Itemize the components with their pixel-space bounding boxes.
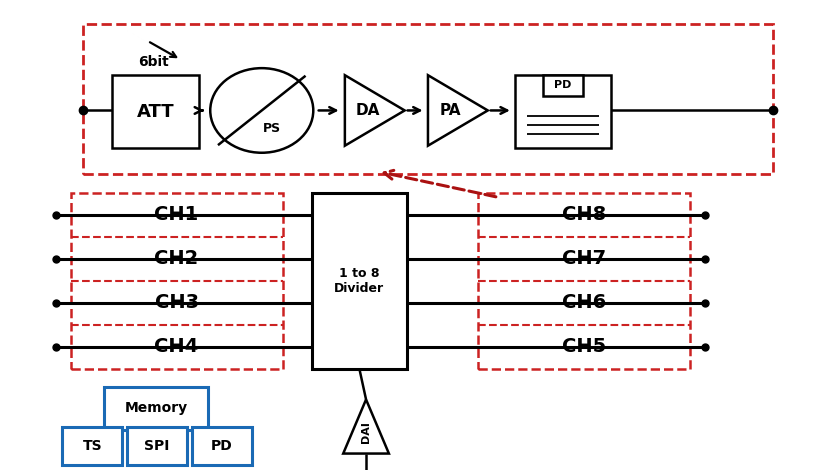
Text: SPI: SPI [145, 439, 170, 453]
Bar [83, 24, 773, 174]
Bar [127, 427, 187, 465]
Text: 6bit: 6bit [138, 55, 169, 69]
Text: 1 to 8
Divider: 1 to 8 Divider [334, 267, 385, 295]
Text: ATT: ATT [137, 102, 175, 121]
Text: TS: TS [82, 439, 102, 453]
Bar [478, 193, 690, 369]
Text: PD: PD [554, 80, 572, 90]
Text: DA: DA [356, 103, 380, 118]
Bar [543, 75, 583, 95]
Text: CH5: CH5 [562, 337, 606, 356]
Text: PA: PA [440, 103, 461, 118]
Bar [112, 75, 199, 148]
Bar [515, 75, 611, 148]
Bar [192, 427, 252, 465]
Text: Memory: Memory [125, 401, 187, 415]
Bar [104, 387, 208, 430]
Text: CH1: CH1 [155, 205, 199, 224]
Bar [71, 193, 283, 369]
Text: PD: PD [211, 439, 233, 453]
Text: CH4: CH4 [155, 337, 199, 356]
Text: CH3: CH3 [155, 293, 199, 313]
Ellipse shape [210, 68, 313, 153]
Text: PS: PS [263, 122, 281, 135]
Text: DAI: DAI [361, 421, 371, 443]
Bar [312, 193, 407, 369]
Polygon shape [428, 75, 488, 146]
Polygon shape [345, 75, 405, 146]
Bar [62, 427, 122, 465]
Text: CH7: CH7 [562, 249, 606, 268]
Text: CH6: CH6 [562, 293, 606, 313]
Text: CH8: CH8 [562, 205, 606, 224]
Polygon shape [343, 400, 389, 454]
Text: CH2: CH2 [155, 249, 199, 268]
